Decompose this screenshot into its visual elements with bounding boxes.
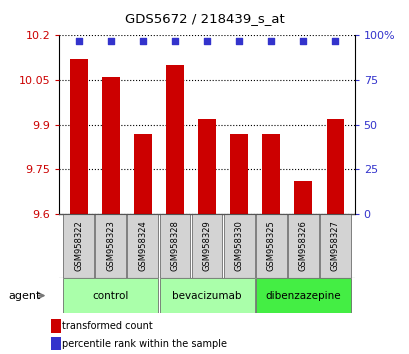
Bar bbox=[134, 134, 151, 214]
Point bbox=[331, 38, 338, 44]
Text: GSM958323: GSM958323 bbox=[106, 221, 115, 272]
Text: GSM958326: GSM958326 bbox=[298, 221, 307, 272]
Point bbox=[139, 38, 146, 44]
Text: GSM958327: GSM958327 bbox=[330, 221, 339, 272]
Point bbox=[75, 38, 82, 44]
Bar bbox=[166, 65, 183, 214]
Text: agent: agent bbox=[8, 291, 40, 301]
FancyBboxPatch shape bbox=[63, 278, 158, 313]
FancyBboxPatch shape bbox=[159, 214, 190, 278]
Point bbox=[299, 38, 306, 44]
FancyBboxPatch shape bbox=[255, 278, 350, 313]
FancyBboxPatch shape bbox=[159, 278, 254, 313]
Bar bbox=[70, 59, 87, 214]
FancyBboxPatch shape bbox=[191, 214, 222, 278]
Text: GSM958330: GSM958330 bbox=[234, 221, 243, 272]
FancyBboxPatch shape bbox=[287, 214, 318, 278]
Point bbox=[267, 38, 274, 44]
Point bbox=[235, 38, 242, 44]
FancyBboxPatch shape bbox=[255, 214, 286, 278]
FancyBboxPatch shape bbox=[95, 214, 126, 278]
Text: GSM958328: GSM958328 bbox=[170, 221, 179, 272]
Bar bbox=[198, 119, 216, 214]
FancyBboxPatch shape bbox=[63, 214, 94, 278]
Text: percentile rank within the sample: percentile rank within the sample bbox=[62, 339, 227, 349]
FancyBboxPatch shape bbox=[319, 214, 350, 278]
FancyBboxPatch shape bbox=[223, 214, 254, 278]
Bar bbox=[262, 134, 279, 214]
Text: control: control bbox=[92, 291, 129, 301]
Bar bbox=[51, 319, 61, 333]
Bar bbox=[294, 181, 311, 214]
Text: GSM958322: GSM958322 bbox=[74, 221, 83, 272]
Bar bbox=[102, 77, 119, 214]
Bar bbox=[51, 337, 61, 350]
Bar bbox=[230, 134, 247, 214]
Text: dibenzazepine: dibenzazepine bbox=[265, 291, 340, 301]
Text: GSM958325: GSM958325 bbox=[266, 221, 275, 272]
Text: GSM958324: GSM958324 bbox=[138, 221, 147, 272]
FancyBboxPatch shape bbox=[127, 214, 158, 278]
Text: transformed count: transformed count bbox=[62, 321, 153, 331]
Text: GDS5672 / 218439_s_at: GDS5672 / 218439_s_at bbox=[125, 12, 284, 25]
Point bbox=[203, 38, 210, 44]
Text: bevacizumab: bevacizumab bbox=[172, 291, 241, 301]
Bar bbox=[326, 119, 344, 214]
Point bbox=[171, 38, 178, 44]
Text: GSM958329: GSM958329 bbox=[202, 221, 211, 272]
Point bbox=[107, 38, 114, 44]
